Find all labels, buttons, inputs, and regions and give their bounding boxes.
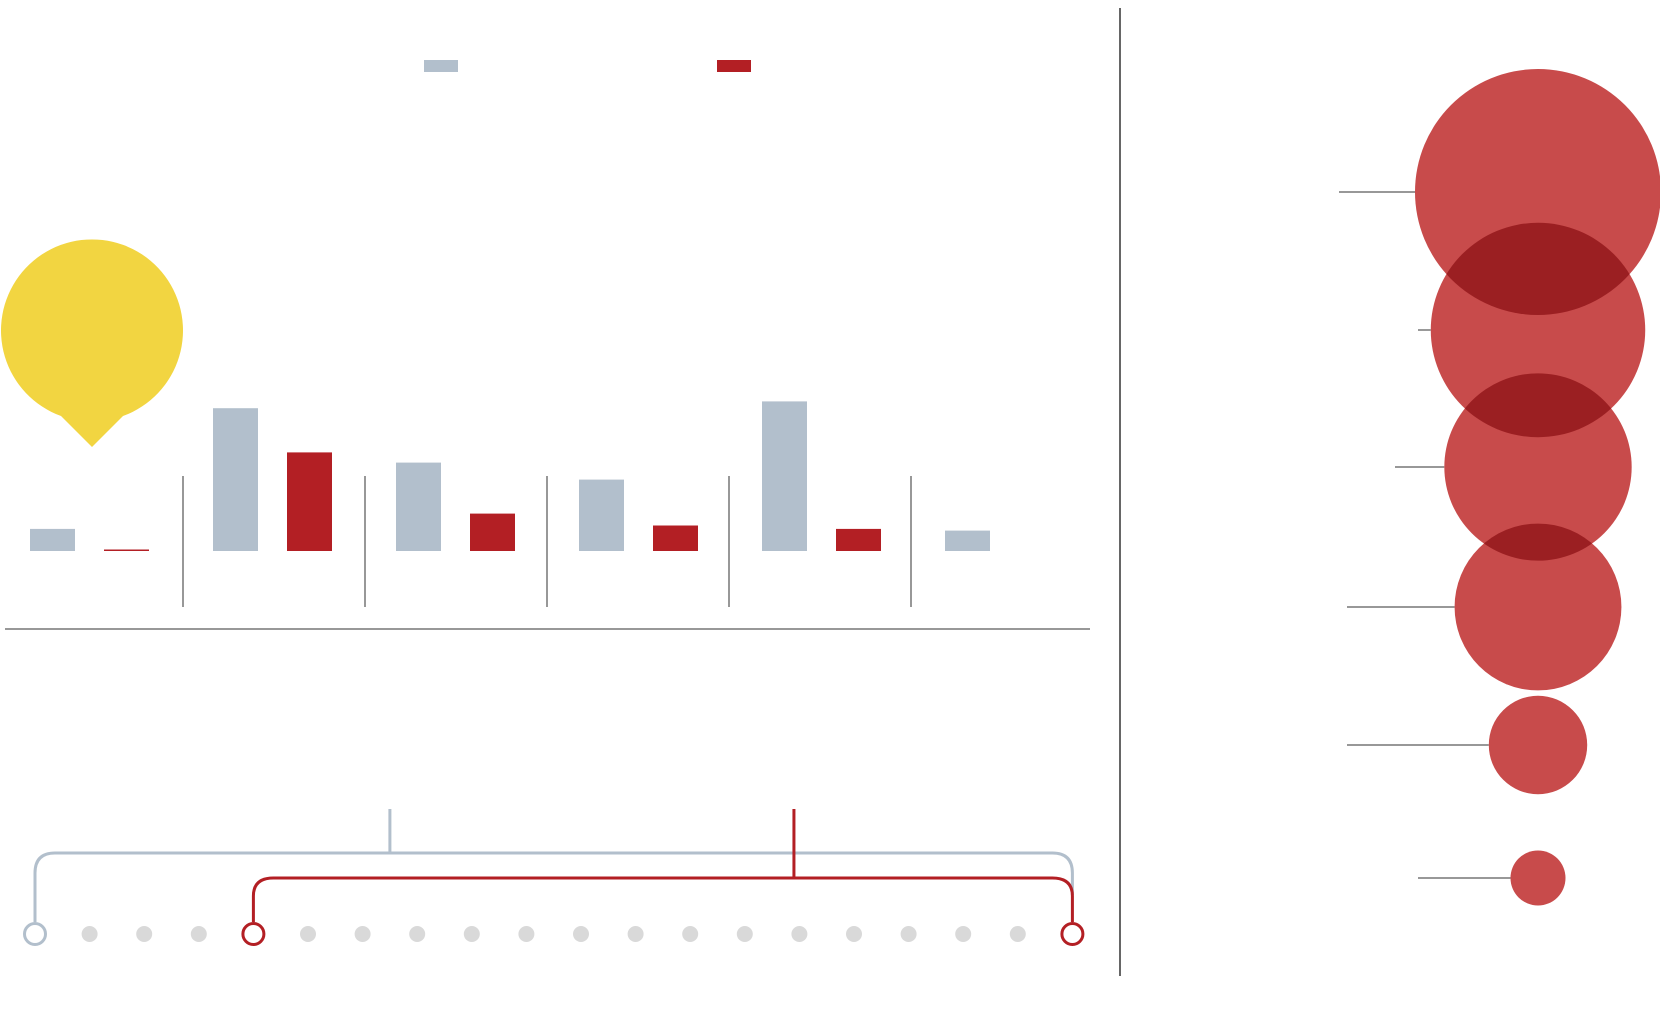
timeline-dot xyxy=(900,926,917,942)
bar-series-2-cat-4 xyxy=(653,525,698,551)
bar-series-1-cat-6 xyxy=(945,530,990,551)
timeline-dot xyxy=(463,926,480,942)
bar-series-1-cat-2 xyxy=(213,408,258,551)
timeline-dot xyxy=(136,926,153,942)
timeline-dot xyxy=(736,926,753,942)
timeline-dot xyxy=(518,926,535,942)
bar-series-2-cat-1 xyxy=(104,549,149,551)
range-a-bracket xyxy=(33,851,1074,922)
timeline-endpoint-b xyxy=(1060,922,1085,946)
bar-series-1-cat-1 xyxy=(30,528,75,551)
bar-series-1-cat-3 xyxy=(396,462,441,551)
highlight-pin-marker xyxy=(1,239,184,447)
timeline-dot xyxy=(300,926,316,942)
range-b-bracket xyxy=(251,876,1074,922)
bubble-chart xyxy=(1119,8,1660,976)
bar-series-2-cat-3 xyxy=(470,513,515,551)
timeline-dot xyxy=(573,926,589,942)
timeline-dot xyxy=(190,926,207,942)
grouped-bar-chart xyxy=(1,239,1090,630)
timeline-dot xyxy=(846,926,862,942)
timeline-dot xyxy=(1009,926,1026,942)
legend xyxy=(424,60,751,72)
timeline-dot xyxy=(627,926,644,942)
legend-swatch-1 xyxy=(424,60,458,72)
timeline-dot xyxy=(682,926,699,942)
bubble-overlap xyxy=(1444,373,1632,438)
timeline-dot xyxy=(81,926,98,942)
bubble-4 xyxy=(1454,523,1622,691)
bar-series-2-cat-2 xyxy=(287,452,332,551)
bar-series-2-cat-5 xyxy=(836,528,881,551)
bar-series-1-cat-5 xyxy=(762,401,807,551)
timeline-endpoint-a-start xyxy=(23,922,47,946)
bubble-5 xyxy=(1488,695,1588,795)
timeline-dot xyxy=(354,926,371,942)
bubble-6 xyxy=(1510,850,1566,906)
timeline-endpoint-b xyxy=(241,922,266,946)
legend-swatch-2 xyxy=(717,60,751,72)
bar-series-1-cat-4 xyxy=(579,479,624,551)
timeline-dot xyxy=(409,926,426,942)
timeline-chart xyxy=(23,809,1085,946)
timeline-dot xyxy=(955,926,972,942)
bubble-overlap xyxy=(1430,222,1646,315)
timeline-dot xyxy=(791,926,808,942)
